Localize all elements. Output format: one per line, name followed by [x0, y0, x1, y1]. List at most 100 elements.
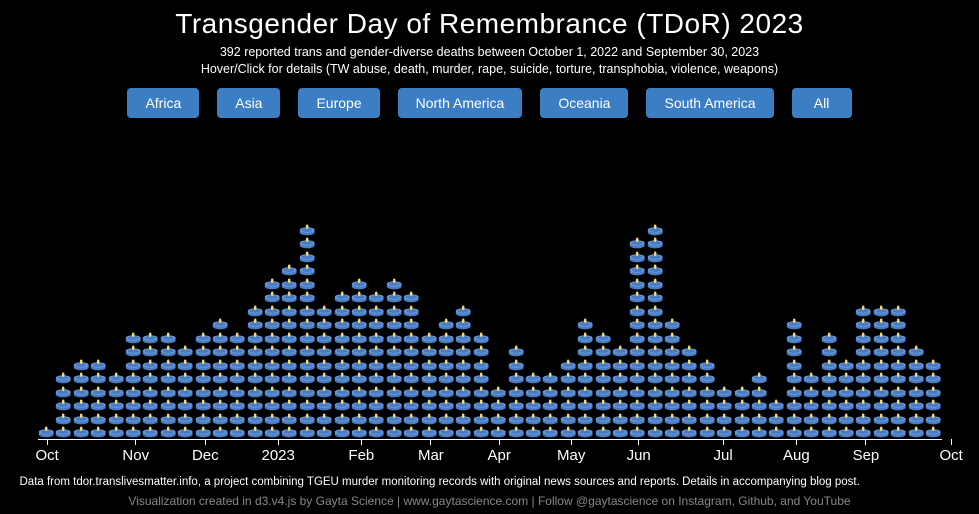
candle-icon[interactable] [908, 426, 924, 438]
candle-icon[interactable] [264, 413, 280, 425]
candle-icon[interactable] [560, 359, 576, 371]
candle-icon[interactable] [629, 426, 645, 438]
candle-icon[interactable] [490, 386, 506, 398]
candle-icon[interactable] [647, 318, 663, 330]
candle-icon[interactable] [142, 332, 158, 344]
candle-icon[interactable] [455, 305, 471, 317]
candle-icon[interactable] [455, 413, 471, 425]
candle-icon[interactable] [647, 359, 663, 371]
candle-icon[interactable] [73, 426, 89, 438]
candle-icon[interactable] [525, 399, 541, 411]
candle-icon[interactable] [508, 399, 524, 411]
candle-icon[interactable] [664, 332, 680, 344]
candle-icon[interactable] [247, 426, 263, 438]
candle-icon[interactable] [890, 413, 906, 425]
candle-icon[interactable] [908, 413, 924, 425]
candle-icon[interactable] [212, 318, 228, 330]
candle-icon[interactable] [247, 332, 263, 344]
candle-icon[interactable] [681, 386, 697, 398]
candle-icon[interactable] [368, 386, 384, 398]
candle-icon[interactable] [525, 372, 541, 384]
candle-icon[interactable] [647, 386, 663, 398]
candle-icon[interactable] [229, 426, 245, 438]
candle-icon[interactable] [560, 413, 576, 425]
candle-icon[interactable] [716, 399, 732, 411]
candle-icon[interactable] [786, 372, 802, 384]
candle-icon[interactable] [195, 332, 211, 344]
candle-icon[interactable] [55, 413, 71, 425]
candle-icon[interactable] [334, 345, 350, 357]
candle-icon[interactable] [873, 345, 889, 357]
candle-icon[interactable] [90, 386, 106, 398]
candle-icon[interactable] [281, 372, 297, 384]
candle-icon[interactable] [768, 413, 784, 425]
filter-button-north-america[interactable]: North America [398, 88, 523, 118]
candle-icon[interactable] [473, 359, 489, 371]
candle-icon[interactable] [229, 413, 245, 425]
candle-icon[interactable] [699, 399, 715, 411]
candle-icon[interactable] [351, 332, 367, 344]
candle-icon[interactable] [212, 386, 228, 398]
candle-icon[interactable] [595, 345, 611, 357]
candle-icon[interactable] [647, 426, 663, 438]
candle-icon[interactable] [734, 399, 750, 411]
candle-icon[interactable] [299, 332, 315, 344]
candle-icon[interactable] [403, 426, 419, 438]
candle-icon[interactable] [890, 332, 906, 344]
candle-icon[interactable] [647, 291, 663, 303]
candle-icon[interactable] [768, 399, 784, 411]
candle-icon[interactable] [873, 305, 889, 317]
candle-icon[interactable] [421, 332, 437, 344]
candle-icon[interactable] [647, 278, 663, 290]
candle-icon[interactable] [351, 278, 367, 290]
candle-icon[interactable] [386, 345, 402, 357]
candle-icon[interactable] [803, 413, 819, 425]
candle-icon[interactable] [716, 413, 732, 425]
candle-icon[interactable] [229, 332, 245, 344]
candle-icon[interactable] [351, 372, 367, 384]
candle-icon[interactable] [212, 332, 228, 344]
candle-icon[interactable] [299, 318, 315, 330]
candle-icon[interactable] [699, 372, 715, 384]
candle-icon[interactable] [473, 426, 489, 438]
candle-icon[interactable] [855, 372, 871, 384]
candle-icon[interactable] [629, 359, 645, 371]
candle-icon[interactable] [403, 413, 419, 425]
candle-icon[interactable] [751, 386, 767, 398]
candle-icon[interactable] [455, 426, 471, 438]
candle-icon[interactable] [299, 224, 315, 236]
candle-icon[interactable] [890, 399, 906, 411]
candle-icon[interactable] [629, 413, 645, 425]
candle-icon[interactable] [595, 426, 611, 438]
candle-icon[interactable] [351, 359, 367, 371]
candle-icon[interactable] [195, 413, 211, 425]
candle-icon[interactable] [629, 345, 645, 357]
candle-icon[interactable] [264, 426, 280, 438]
candle-icon[interactable] [247, 318, 263, 330]
candle-icon[interactable] [838, 386, 854, 398]
candle-icon[interactable] [508, 413, 524, 425]
candle-icon[interactable] [908, 386, 924, 398]
candle-icon[interactable] [212, 413, 228, 425]
candle-icon[interactable] [160, 386, 176, 398]
candle-icon[interactable] [629, 251, 645, 263]
candle-icon[interactable] [264, 372, 280, 384]
candle-icon[interactable] [281, 305, 297, 317]
candle-icon[interactable] [681, 399, 697, 411]
candle-icon[interactable] [160, 345, 176, 357]
candle-icon[interactable] [368, 305, 384, 317]
candle-icon[interactable] [647, 251, 663, 263]
candle-icon[interactable] [890, 386, 906, 398]
candle-icon[interactable] [421, 413, 437, 425]
candle-icon[interactable] [334, 359, 350, 371]
candle-icon[interactable] [281, 264, 297, 276]
candle-icon[interactable] [473, 413, 489, 425]
candle-icon[interactable] [873, 318, 889, 330]
candle-icon[interactable] [55, 386, 71, 398]
candle-icon[interactable] [73, 413, 89, 425]
candle-icon[interactable] [664, 426, 680, 438]
candle-icon[interactable] [716, 426, 732, 438]
candle-icon[interactable] [438, 345, 454, 357]
candle-icon[interactable] [55, 399, 71, 411]
candle-icon[interactable] [108, 426, 124, 438]
